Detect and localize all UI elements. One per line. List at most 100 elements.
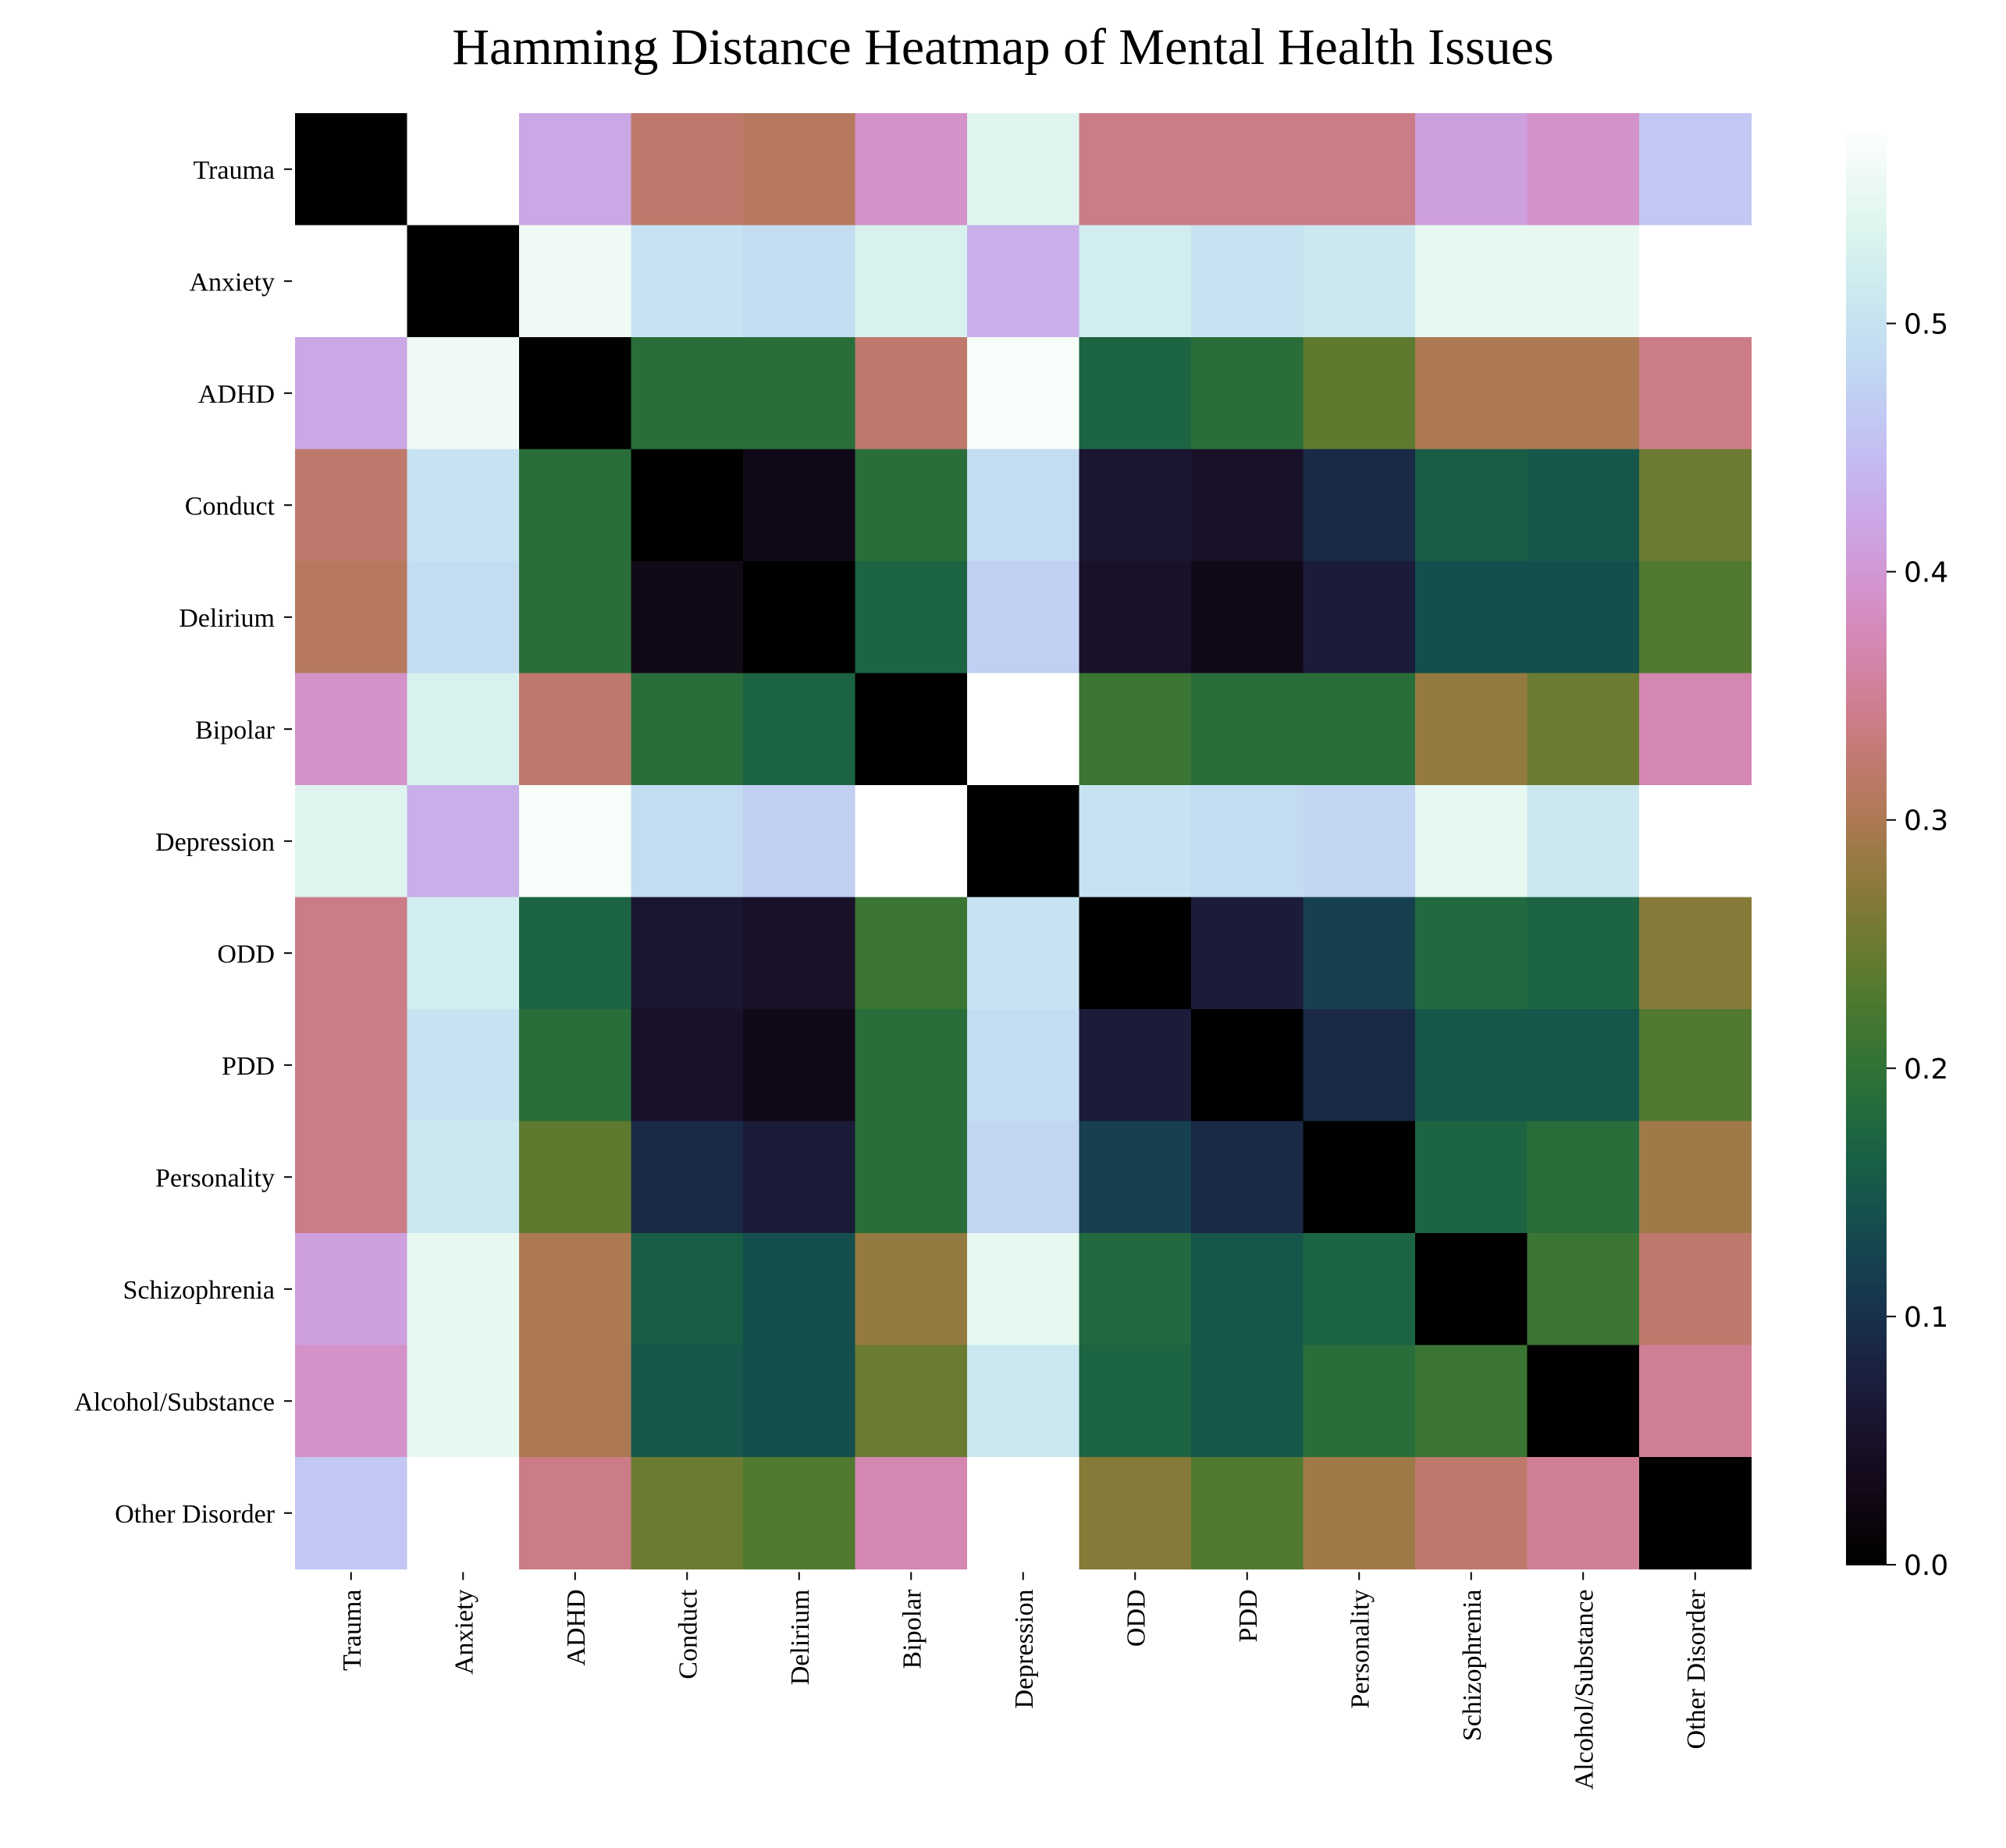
colorbar-segment bbox=[1846, 923, 1887, 932]
colorbar-segment bbox=[1846, 1420, 1887, 1429]
y-tick-label-conduct: Conduct bbox=[185, 492, 276, 521]
colorbar-segment bbox=[1846, 434, 1887, 442]
heatmap-cell-other-disorder-odd bbox=[1079, 1457, 1192, 1570]
colorbar-segment bbox=[1846, 1132, 1887, 1141]
colorbar-segment bbox=[1846, 463, 1887, 471]
x-tick-label-schizophrenia: Schizophrenia bbox=[1458, 1590, 1487, 1742]
heatmap-cell-odd-delirium bbox=[743, 897, 856, 1010]
heatmap-cell-odd-trauma bbox=[295, 897, 408, 1010]
heatmap-cell-personality-pdd bbox=[1191, 1121, 1304, 1234]
colorbar-segment bbox=[1846, 844, 1887, 853]
heatmap-cell-odd-adhd bbox=[519, 897, 632, 1010]
y-tick-label-schizophrenia: Schizophrenia bbox=[123, 1276, 276, 1305]
heatmap-cell-pdd-anxiety bbox=[407, 1009, 520, 1122]
heatmap-cell-delirium-anxiety bbox=[407, 561, 520, 674]
heatmap-cell-schizophrenia-alcohol-substance bbox=[1527, 1233, 1640, 1346]
colorbar-segment bbox=[1846, 801, 1887, 810]
colorbar-segment bbox=[1846, 931, 1887, 940]
heatmap-cell-bipolar-depression bbox=[967, 673, 1080, 786]
colorbar-segment bbox=[1846, 851, 1887, 860]
heatmap-cell-odd-odd bbox=[1079, 897, 1192, 1010]
colorbar-segment bbox=[1846, 1046, 1887, 1054]
heatmap-cell-adhd-delirium bbox=[743, 337, 856, 450]
colorbar-segment bbox=[1846, 1377, 1887, 1386]
colorbar-segment bbox=[1846, 1313, 1887, 1321]
colorbar-segment bbox=[1846, 967, 1887, 976]
colorbar-segment bbox=[1846, 218, 1887, 226]
colorbar-segment bbox=[1846, 592, 1887, 601]
heatmap-cell-pdd-other-disorder bbox=[1639, 1009, 1752, 1122]
heatmap-cell-trauma-bipolar bbox=[855, 113, 968, 226]
y-tick-label-anxiety: Anxiety bbox=[189, 268, 275, 297]
colorbar-segment bbox=[1846, 1118, 1887, 1127]
heatmap-cell-odd-schizophrenia bbox=[1415, 897, 1528, 1010]
heatmap-cell-adhd-conduct bbox=[631, 337, 744, 450]
colorbar-segment bbox=[1846, 708, 1887, 716]
colorbar-segment bbox=[1846, 1342, 1887, 1350]
heatmap-cell-odd-anxiety bbox=[407, 897, 520, 1010]
colorbar-segment bbox=[1846, 880, 1887, 889]
colorbar-segment bbox=[1846, 952, 1887, 961]
colorbar-tick-label: 0.0 bbox=[1904, 1550, 1948, 1582]
colorbar-segment bbox=[1846, 578, 1887, 587]
heatmap-cell-anxiety-conduct bbox=[631, 225, 744, 338]
heatmap-cell-pdd-depression bbox=[967, 1009, 1080, 1122]
y-tick-label-odd: ODD bbox=[217, 940, 275, 968]
colorbar-segment bbox=[1846, 816, 1887, 824]
colorbar-segment bbox=[1846, 722, 1887, 730]
colorbar-segment bbox=[1846, 1010, 1887, 1018]
heatmap-cell-personality-adhd bbox=[519, 1121, 632, 1234]
heatmap-cell-depression-odd bbox=[1079, 785, 1192, 898]
heatmap-cell-schizophrenia-adhd bbox=[519, 1233, 632, 1346]
heatmap-cell-depression-trauma bbox=[295, 785, 408, 898]
colorbar-segment bbox=[1846, 1398, 1887, 1407]
heatmap-cell-other-disorder-anxiety bbox=[407, 1457, 520, 1570]
heatmap-cell-anxiety-other-disorder bbox=[1639, 225, 1752, 338]
colorbar-segment bbox=[1846, 1226, 1887, 1235]
heatmap-cell-trauma-delirium bbox=[743, 113, 856, 226]
x-tick-label-anxiety: Anxiety bbox=[450, 1590, 478, 1676]
heatmap-cell-other-disorder-trauma bbox=[295, 1457, 408, 1570]
heatmap-cell-delirium-schizophrenia bbox=[1415, 561, 1528, 674]
heatmap-cell-conduct-depression bbox=[967, 449, 1080, 562]
heatmap-cell-anxiety-personality bbox=[1303, 225, 1416, 338]
chart-title: Hamming Distance Heatmap of Mental Healt… bbox=[452, 19, 1553, 76]
colorbar-segment bbox=[1846, 492, 1887, 500]
heatmap-cell-trauma-other-disorder bbox=[1639, 113, 1752, 226]
heatmap-cell-depression-alcohol-substance bbox=[1527, 785, 1640, 898]
x-tick-label-odd: ODD bbox=[1122, 1590, 1151, 1647]
colorbar-segment bbox=[1846, 1277, 1887, 1285]
heatmap-cell-schizophrenia-anxiety bbox=[407, 1233, 520, 1346]
colorbar-segment bbox=[1846, 304, 1887, 313]
colorbar-segment bbox=[1846, 125, 1887, 133]
colorbar-segment bbox=[1846, 1103, 1887, 1112]
colorbar-segment bbox=[1846, 794, 1887, 802]
colorbar-segment bbox=[1846, 715, 1887, 723]
heatmap-cell-odd-bipolar bbox=[855, 897, 968, 1010]
colorbar-segment bbox=[1846, 161, 1887, 169]
heatmap-cell-depression-delirium bbox=[743, 785, 856, 898]
heatmap-cell-adhd-trauma bbox=[295, 337, 408, 450]
colorbar-segment bbox=[1846, 858, 1887, 867]
colorbar-segment bbox=[1846, 175, 1887, 183]
heatmap-cell-delirium-personality bbox=[1303, 561, 1416, 674]
heatmap-cell-bipolar-alcohol-substance bbox=[1527, 673, 1640, 786]
colorbar-segment bbox=[1846, 1125, 1887, 1134]
colorbar-segment bbox=[1846, 837, 1887, 846]
heatmap-cell-alcohol-substance-trauma bbox=[295, 1345, 408, 1458]
colorbar-segment bbox=[1846, 1521, 1887, 1530]
colorbar-segment bbox=[1846, 887, 1887, 896]
colorbar-segment bbox=[1846, 506, 1887, 514]
colorbar-segment bbox=[1846, 1413, 1887, 1422]
colorbar-segment bbox=[1846, 1284, 1887, 1292]
heatmap-cell-adhd-other-disorder bbox=[1639, 337, 1752, 450]
colorbar-segment bbox=[1846, 895, 1887, 904]
colorbar-segment bbox=[1846, 441, 1887, 450]
heatmap-cell-other-disorder-schizophrenia bbox=[1415, 1457, 1528, 1570]
heatmap-cell-trauma-alcohol-substance bbox=[1527, 113, 1640, 226]
heatmap-cell-other-disorder-personality bbox=[1303, 1457, 1416, 1570]
colorbar-segment bbox=[1846, 1557, 1887, 1565]
heatmap-cell-personality-other-disorder bbox=[1639, 1121, 1752, 1234]
colorbar-segment bbox=[1846, 347, 1887, 356]
